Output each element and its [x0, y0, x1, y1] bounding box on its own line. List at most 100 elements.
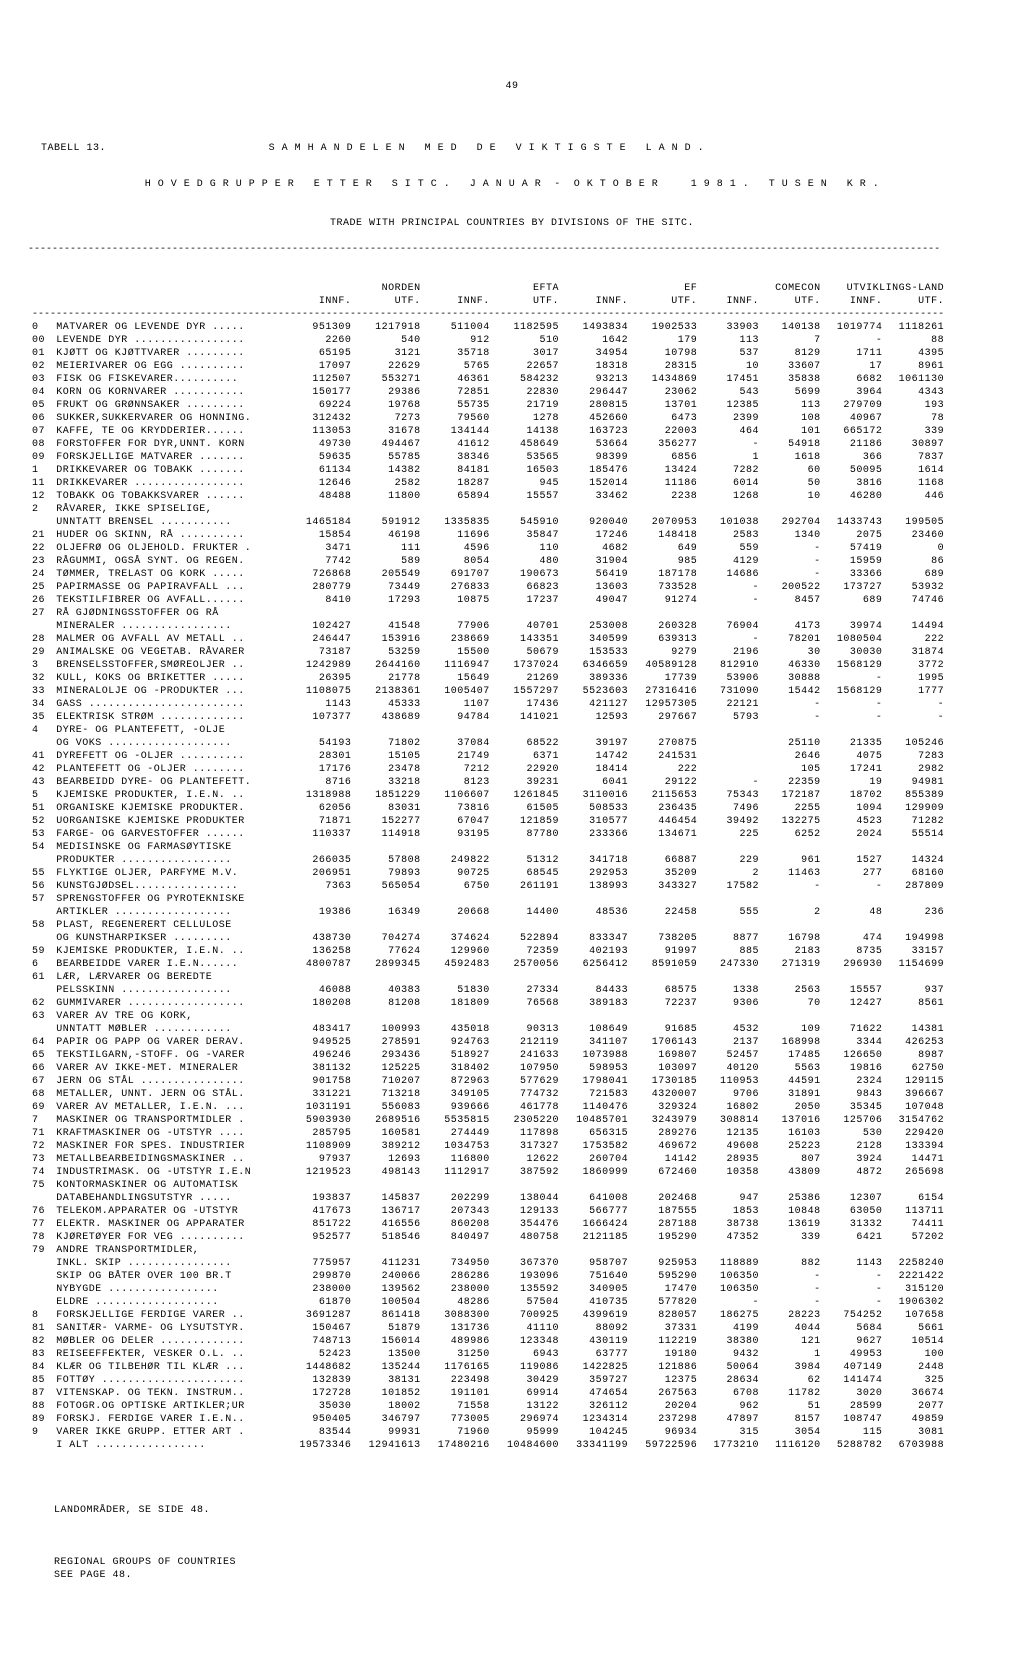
table-row: ELDRE ...................618701005044828… [28, 1296, 948, 1309]
subtitle: TRADE WITH PRINCIPAL COUNTRIES BY DIVISI… [28, 217, 996, 230]
table-row: 63VARER AV TRE OG KORK, [28, 1010, 948, 1023]
table-row: INKL. SKIP ................7759574112317… [28, 1257, 948, 1270]
table-row: SKIP OG BÅTER OVER 100 BR.T2998702400662… [28, 1270, 948, 1283]
table-row: 6BEARBEIDDE VARER I.E.N......48007872899… [28, 958, 948, 971]
table-row: 87VITENSKAP. OG TEKN. INSTRUM..172728101… [28, 1387, 948, 1400]
table-row: 22OLJEFRØ OG OLJEHOLD. FRUKTER .34711114… [28, 542, 948, 555]
table-row: 12TOBAKK OG TOBAKKSVARER ......484881180… [28, 490, 948, 503]
table-row: 67JERN OG STÅL ................901758710… [28, 1075, 948, 1088]
data-table: NORDEN EFTA EF COMECON UTVIKLINGS-LAND I… [28, 282, 948, 1452]
table-row: 04KORN OG KORNVARER ...........150177293… [28, 386, 948, 399]
table-row: 11DRIKKEVARER .................126462582… [28, 477, 948, 490]
table-row: OG KUNSTHARPIKSER .........4387307042743… [28, 932, 948, 945]
table-row: 06SUKKER,SUKKERVARER OG HONNING.31243272… [28, 412, 948, 425]
table-row: DATABEHANDLINGSUTSTYR .....1938371458372… [28, 1192, 948, 1205]
table-row: 74INDUSTRIMASK. OG -UTSTYR I.E.N12195234… [28, 1166, 948, 1179]
table-row: 29ANIMALSKE OG VEGETAB. RÅVARER731875325… [28, 646, 948, 659]
table-row: 23RÅGUMMI, OGSÅ SYNT. OG REGEN.774258980… [28, 555, 948, 568]
table-row: MINERALER .................1024274154877… [28, 620, 948, 633]
table-row: 52UORGANISKE KJEMISKE PRODUKTER718711522… [28, 815, 948, 828]
table-row: 56KUNSTGJØDSEL................7363565054… [28, 880, 948, 893]
table-row: 05FRUKT OG GRØNNSAKER .........692241976… [28, 399, 948, 412]
table-row: OG VOKS ...................5419371802370… [28, 737, 948, 750]
table-row: 28MALMER OG AVFALL AV METALL ..246447153… [28, 633, 948, 646]
table-row: 3BRENSELSSTOFFER,SMØREOLJER ..1242989264… [28, 659, 948, 672]
table-row: 27RÅ GJØDNINGSSTOFFER OG RÅ [28, 607, 948, 620]
table-row: 33MINERALOLJE OG -PRODUKTER ...110807521… [28, 685, 948, 698]
table-row: 07KAFFE, TE OG KRYDDERIER......113053316… [28, 425, 948, 438]
col-group-norden: NORDEN [286, 282, 424, 295]
table-row: 85FOTTØY ......................132839381… [28, 1374, 948, 1387]
table-row: NYBYGDE .................238000139562238… [28, 1283, 948, 1296]
table-row: 0MATVARER OG LEVENDE DYR .....9513091217… [28, 321, 948, 334]
group-header-row: NORDEN EFTA EF COMECON UTVIKLINGS-LAND [28, 282, 948, 295]
table-row: 8FORSKJELLIGE FERDIGE VARER ..3691287861… [28, 1309, 948, 1322]
table-row: 54MEDISINSKE OG FARMASØYTISKE [28, 841, 948, 854]
table-row: 79ANDRE TRANSPORTMIDLER, [28, 1244, 948, 1257]
footnote-1: LANDOMRÅDER, SE SIDE 48. [28, 1504, 996, 1517]
table-row: 41DYREFETT OG -OLJER ..........283011510… [28, 750, 948, 763]
col-group-efta: EFTA [425, 282, 563, 295]
table-row: 83REISEEFFEKTER, VESKER O.L. ..524231350… [28, 1348, 948, 1361]
table-row: PRODUKTER .................2660355780824… [28, 854, 948, 867]
table-row: PELSSKINN .................4608840383518… [28, 984, 948, 997]
table-row: 84KLÆR OG TILBEHØR TIL KLÆR ...144868213… [28, 1361, 948, 1374]
table-row: 68METALLER, UNNT. JERN OG STÅL.331221713… [28, 1088, 948, 1101]
table-row: 62GUMMIVARER ..................180208812… [28, 997, 948, 1010]
table-row: 51ORGANISKE KJEMISKE PRODUKTER.620568303… [28, 802, 948, 815]
table-row: 5KJEMISKE PRODUKTER, I.E.N. ..1318988185… [28, 789, 948, 802]
sub-header-row: INNF. UTF. INNF. UTF. INNF. UTF. INNF. U… [28, 295, 948, 308]
table-row: 09FORSKJELLIGE MATVARER .......596355578… [28, 451, 948, 464]
table-row: 00LEVENDE DYR .................226054091… [28, 334, 948, 347]
table-row: 01KJØTT OG KJØTTVARER .........651953121… [28, 347, 948, 360]
table-row: 9VARER IKKE GRUPP. ETTER ART .8354499931… [28, 1426, 948, 1439]
total-row: I ALT ................. 19573346 1294161… [28, 1439, 948, 1452]
table-row: 65TEKSTILGARN,-STOFF. OG -VARER496246293… [28, 1049, 948, 1062]
table-row: 76TELEKOM.APPARATER OG -UTSTYR4176731367… [28, 1205, 948, 1218]
footnote-2: REGIONAL GROUPS OF COUNTRIES SEE PAGE 48… [28, 1556, 996, 1582]
table-row: 71KRAFTMASKINER OG -UTSTYR ....285795160… [28, 1127, 948, 1140]
col-group-comecon: COMECON [701, 282, 824, 295]
table-row: 88FOTOGR.OG OPTISKE ARTIKLER;UR350301800… [28, 1400, 948, 1413]
table-row: UNNTATT BRENSEL ...........1465184591912… [28, 516, 948, 529]
table-row: 72MASKINER FOR SPES. INDUSTRIER110890938… [28, 1140, 948, 1153]
table-row: 75KONTORMASKINER OG AUTOMATISK [28, 1179, 948, 1192]
table-row: 21HUDER OG SKINN, RÅ ..........158544619… [28, 529, 948, 542]
table-row: 82MØBLER OG DELER .............748713156… [28, 1335, 948, 1348]
table-label: TABELL 13. [41, 143, 106, 154]
title-line-1: S A M H A N D E L E N M E D D E V I K T … [269, 143, 705, 154]
divider-top: ----------------------------------------… [28, 243, 996, 256]
table-row: 55FLYKTIGE OLJER, PARFYME M.V.2069517989… [28, 867, 948, 880]
table-row: 25PAPIRMASSE OG PAPIRAVFALL ...280779734… [28, 581, 948, 594]
table-row: 66VARER AV IKKE-MET. MINERALER3811321252… [28, 1062, 948, 1075]
table-row: 7MASKINER OG TRANSPORTMIDLER .5903930268… [28, 1114, 948, 1127]
table-row: 2RÅVARER, IKKE SPISELIGE, [28, 503, 948, 516]
table-row: 24TØMMER, TRELAST OG KORK .....726868205… [28, 568, 948, 581]
table-row: 53FARGE- OG GARVESTOFFER ......110337114… [28, 828, 948, 841]
table-row: 35ELEKTRISK STRØM .............107377438… [28, 711, 948, 724]
table-row: 81SANITÆR- VARME- OG LYSUTSTYR.150467518… [28, 1322, 948, 1335]
table-row: 57SPRENGSTOFFER OG PYROTEKNISKE [28, 893, 948, 906]
table-row: 61LÆR, LÆRVARER OG BEREDTE [28, 971, 948, 984]
table-row: 4DYRE- OG PLANTEFETT, -OLJE [28, 724, 948, 737]
table-row: 69VARER AV METALLER, I.E.N. ...103119155… [28, 1101, 948, 1114]
divider-header: ----------------------------------------… [28, 308, 948, 321]
col-group-ef: EF [563, 282, 701, 295]
table-row: 02MEIERIVARER OG EGG ..........170972262… [28, 360, 948, 373]
table-row: ARTIKLER ..................1938616349206… [28, 906, 948, 919]
table-row: 1DRIKKEVARER OG TOBAKK .......6113414382… [28, 464, 948, 477]
table-row: 64PAPIR OG PAPP OG VARER DERAV.949525278… [28, 1036, 948, 1049]
table-row: 42PLANTEFETT OG -OLJER ........171762347… [28, 763, 948, 776]
table-row: 89FORSKJ. FERDIGE VARER I.E.N..950405346… [28, 1413, 948, 1426]
table-row: 32KULL, KOKS OG BRIKETTER .....263952177… [28, 672, 948, 685]
table-row: 59KJEMISKE PRODUKTER, I.E.N. ..136258776… [28, 945, 948, 958]
table-row: 43BEARBEIDD DYRE- OG PLANTEFETT.87163321… [28, 776, 948, 789]
title-line-2: H O V E D G R U P P E R E T T E R S I T … [28, 178, 996, 191]
table-row: 03FISK OG FISKEVARER..........1125075532… [28, 373, 948, 386]
table-row: 77ELEKTR. MASKINER OG APPARATER851722416… [28, 1218, 948, 1231]
table-row: 08FORSTOFFER FOR DYR,UNNT. KORN497304944… [28, 438, 948, 451]
table-row: 78KJØRETØYER FOR VEG ..........952577518… [28, 1231, 948, 1244]
col-group-utviklingsland: UTVIKLINGS-LAND [825, 282, 948, 295]
page-number: 49 [28, 80, 996, 93]
table-row: 26TEKSTILFIBRER OG AVFALL......841017293… [28, 594, 948, 607]
